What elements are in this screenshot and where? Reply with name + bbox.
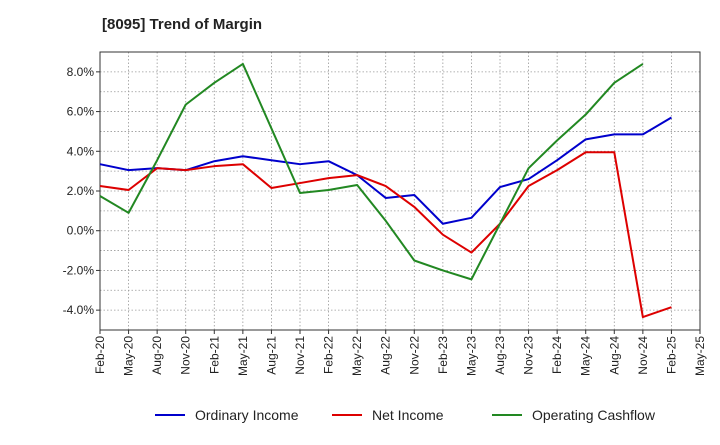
y-tick-label: 4.0%	[67, 144, 95, 158]
y-tick-label: -4.0%	[63, 303, 95, 317]
x-tick-label: Feb-20	[93, 336, 107, 374]
x-tick-label: May-24	[579, 336, 593, 376]
x-tick-label: May-20	[122, 336, 136, 376]
y-tick-label: 6.0%	[67, 105, 95, 119]
x-tick-label: Aug-21	[264, 336, 278, 375]
x-tick-label: Nov-24	[636, 336, 650, 375]
legend-label-net-income: Net Income	[372, 407, 444, 423]
legend-label-ordinary-income: Ordinary Income	[195, 407, 299, 423]
x-tick-label: May-22	[350, 336, 364, 376]
x-tick-label: May-21	[236, 336, 250, 376]
x-tick-label: Feb-22	[322, 336, 336, 374]
x-tick-label: Aug-22	[379, 336, 393, 375]
y-tick-label: 8.0%	[67, 65, 95, 79]
x-tick-label: Aug-23	[493, 336, 507, 375]
series-line-ordinary-income	[99, 116, 672, 225]
x-tick-label: Aug-24	[607, 336, 621, 375]
x-tick-label: Nov-21	[293, 336, 307, 375]
y-tick-label: -2.0%	[63, 263, 95, 277]
plot-area	[100, 52, 700, 330]
x-tick-label: Feb-24	[550, 336, 564, 374]
chart-title: [8095] Trend of Margin	[102, 16, 263, 33]
x-tick-label: Nov-20	[179, 336, 193, 375]
y-tick-label: 2.0%	[67, 184, 95, 198]
x-tick-label: Nov-23	[522, 336, 536, 375]
x-tick-label: Feb-25	[664, 336, 678, 374]
series-line-operating-cashflow	[99, 62, 644, 281]
x-tick-label: Aug-20	[150, 336, 164, 375]
y-tick-label: 0.0%	[67, 224, 95, 238]
x-tick-label: Feb-21	[207, 336, 221, 374]
x-tick-label: Nov-22	[407, 336, 421, 375]
series-line-net-income	[99, 151, 672, 319]
legend-label-operating-cashflow: Operating Cashflow	[532, 407, 656, 423]
x-tick-label: May-23	[464, 336, 478, 376]
x-tick-label: Feb-23	[436, 336, 450, 374]
x-tick-label: May-25	[693, 336, 707, 376]
